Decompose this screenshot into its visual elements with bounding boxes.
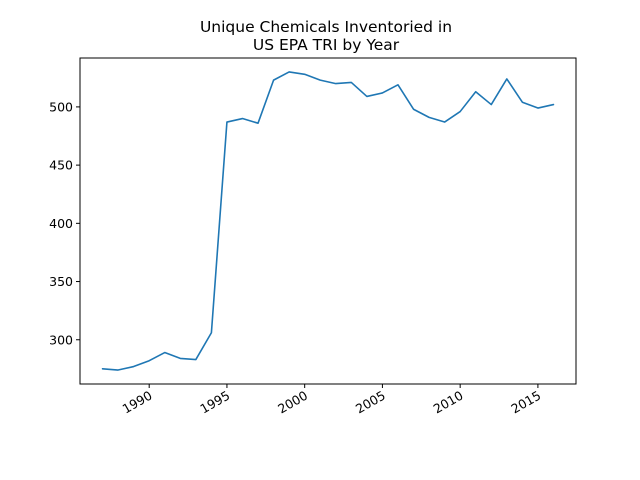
plot-series xyxy=(101,71,555,371)
series-line xyxy=(101,71,555,371)
y-tick-label: 450 xyxy=(49,158,73,173)
y-tick-label: 500 xyxy=(49,99,73,114)
chart-title-line-1: Unique Chemicals Inventoried in xyxy=(200,18,452,36)
y-axis: 300 350 400 450 500 xyxy=(49,99,80,347)
y-tick-label: 350 xyxy=(49,274,73,289)
plot-frame xyxy=(79,57,577,385)
chart-title-line-2: US EPA TRI by Year xyxy=(253,36,400,54)
y-tick-label: 300 xyxy=(49,332,73,347)
y-tick-label: 400 xyxy=(49,216,73,231)
